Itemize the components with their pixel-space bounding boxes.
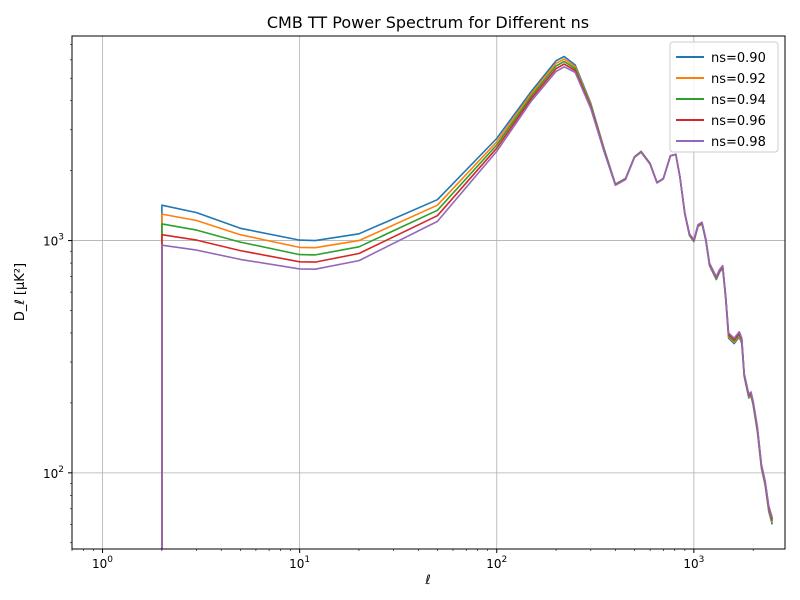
legend-box	[669, 41, 779, 153]
legend: ns=0.90 ns=0.92 ns=0.94 ns=0.96 ns=0.98	[669, 41, 779, 153]
y-tick-label: 103	[43, 233, 64, 249]
series-line-5	[161, 66, 774, 549]
y-axis-label: D_ℓ [μK²]	[13, 263, 28, 321]
x-tick-label: 100	[92, 555, 113, 571]
plot-frame	[71, 35, 786, 550]
minor-ticks	[70, 43, 754, 551]
legend-label-5: ns=0.98	[711, 135, 766, 150]
legend-label-1: ns=0.90	[711, 51, 766, 66]
y-axis-ticks: 102 103	[43, 233, 72, 481]
x-tick-label: 102	[486, 555, 507, 571]
series-group	[161, 55, 774, 549]
x-tick-label: 103	[683, 555, 704, 571]
chart-title: CMB TT Power Spectrum for Different ns	[267, 13, 589, 32]
x-axis-label: ℓ	[424, 573, 430, 588]
legend-label-2: ns=0.92	[711, 72, 766, 87]
x-axis-ticks: 100 101 102 103	[92, 549, 704, 571]
legend-label-4: ns=0.96	[711, 114, 766, 129]
legend-label-3: ns=0.94	[711, 93, 766, 108]
series-layer	[161, 55, 774, 549]
x-tick-label: 101	[289, 555, 310, 571]
y-tick-label: 102	[43, 465, 64, 481]
